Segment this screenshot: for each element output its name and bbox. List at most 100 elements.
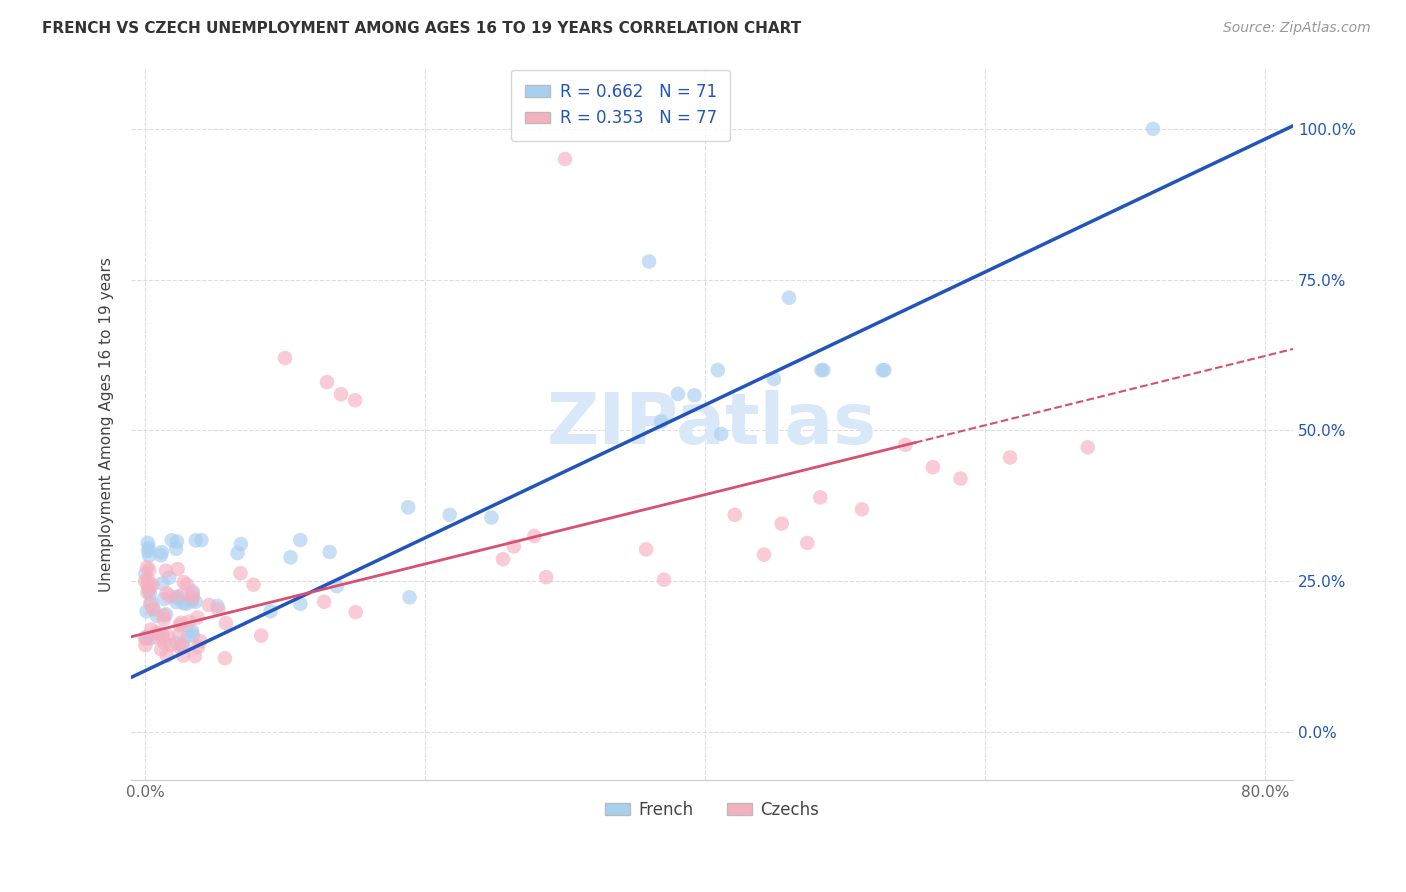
Point <box>813 363 835 377</box>
Point <box>138 541 160 555</box>
Point <box>636 542 658 557</box>
Point <box>894 438 917 452</box>
Point <box>873 363 896 377</box>
Point <box>150 642 173 657</box>
Point <box>160 533 183 548</box>
Point <box>134 566 156 581</box>
Point <box>150 545 173 559</box>
Point <box>554 152 576 166</box>
Point <box>174 597 197 611</box>
Point <box>160 638 183 652</box>
Point <box>280 550 302 565</box>
Point <box>638 254 661 268</box>
Point <box>344 393 367 408</box>
Point <box>135 604 157 618</box>
Point <box>259 604 281 618</box>
Point <box>169 640 191 655</box>
Point <box>136 536 159 550</box>
Point <box>136 560 159 574</box>
Point <box>181 591 204 605</box>
Point <box>169 618 191 632</box>
Point <box>136 577 159 591</box>
Point <box>187 640 209 654</box>
Point <box>872 363 894 377</box>
Point <box>330 387 353 401</box>
Point <box>479 510 502 524</box>
Point <box>242 578 264 592</box>
Point <box>139 597 162 611</box>
Point <box>166 534 188 549</box>
Point <box>921 460 943 475</box>
Point <box>290 533 312 547</box>
Point <box>165 541 187 556</box>
Point <box>396 500 419 515</box>
Point <box>949 471 972 485</box>
Point <box>141 577 163 591</box>
Point <box>142 602 165 616</box>
Point <box>172 639 194 653</box>
Point <box>184 649 207 664</box>
Point <box>138 549 160 563</box>
Point <box>153 636 176 650</box>
Point <box>314 595 336 609</box>
Point <box>190 634 212 648</box>
Point <box>149 549 172 563</box>
Point <box>165 595 187 609</box>
Point <box>214 651 236 665</box>
Point <box>215 616 238 631</box>
Point <box>796 536 818 550</box>
Point <box>724 508 747 522</box>
Legend: French, Czechs: French, Czechs <box>599 794 825 825</box>
Point <box>851 502 873 516</box>
Point <box>141 595 163 609</box>
Point <box>181 584 204 599</box>
Point <box>170 638 193 652</box>
Point <box>136 585 159 599</box>
Point <box>155 586 177 600</box>
Point <box>139 632 162 646</box>
Point <box>523 529 546 543</box>
Point <box>155 607 177 622</box>
Point <box>156 629 179 643</box>
Point <box>150 576 173 591</box>
Point <box>207 599 229 613</box>
Point <box>134 632 156 646</box>
Point <box>148 627 170 641</box>
Point <box>186 610 208 624</box>
Point <box>534 570 557 584</box>
Point <box>145 630 167 644</box>
Point <box>398 591 420 605</box>
Point <box>172 596 194 610</box>
Point <box>136 573 159 587</box>
Point <box>152 631 174 645</box>
Point <box>146 608 169 623</box>
Point <box>762 372 785 386</box>
Point <box>157 571 180 585</box>
Y-axis label: Unemployment Among Ages 16 to 19 years: Unemployment Among Ages 16 to 19 years <box>100 257 114 592</box>
Point <box>138 563 160 577</box>
Point <box>170 615 193 630</box>
Text: FRENCH VS CZECH UNEMPLOYMENT AMONG AGES 16 TO 19 YEARS CORRELATION CHART: FRENCH VS CZECH UNEMPLOYMENT AMONG AGES … <box>42 21 801 36</box>
Point <box>135 631 157 645</box>
Point <box>180 594 202 608</box>
Point <box>146 625 169 640</box>
Point <box>152 612 174 626</box>
Point <box>316 375 339 389</box>
Point <box>1142 121 1164 136</box>
Point <box>141 623 163 637</box>
Point <box>226 546 249 560</box>
Point <box>492 552 515 566</box>
Point <box>229 537 252 551</box>
Point <box>138 581 160 595</box>
Point <box>652 573 675 587</box>
Point <box>683 388 706 402</box>
Point <box>184 533 207 548</box>
Point <box>752 548 775 562</box>
Text: Source: ZipAtlas.com: Source: ZipAtlas.com <box>1223 21 1371 35</box>
Point <box>173 575 195 590</box>
Point <box>326 579 349 593</box>
Point <box>707 363 730 377</box>
Point <box>810 363 832 377</box>
Point <box>650 415 672 429</box>
Point <box>190 533 212 548</box>
